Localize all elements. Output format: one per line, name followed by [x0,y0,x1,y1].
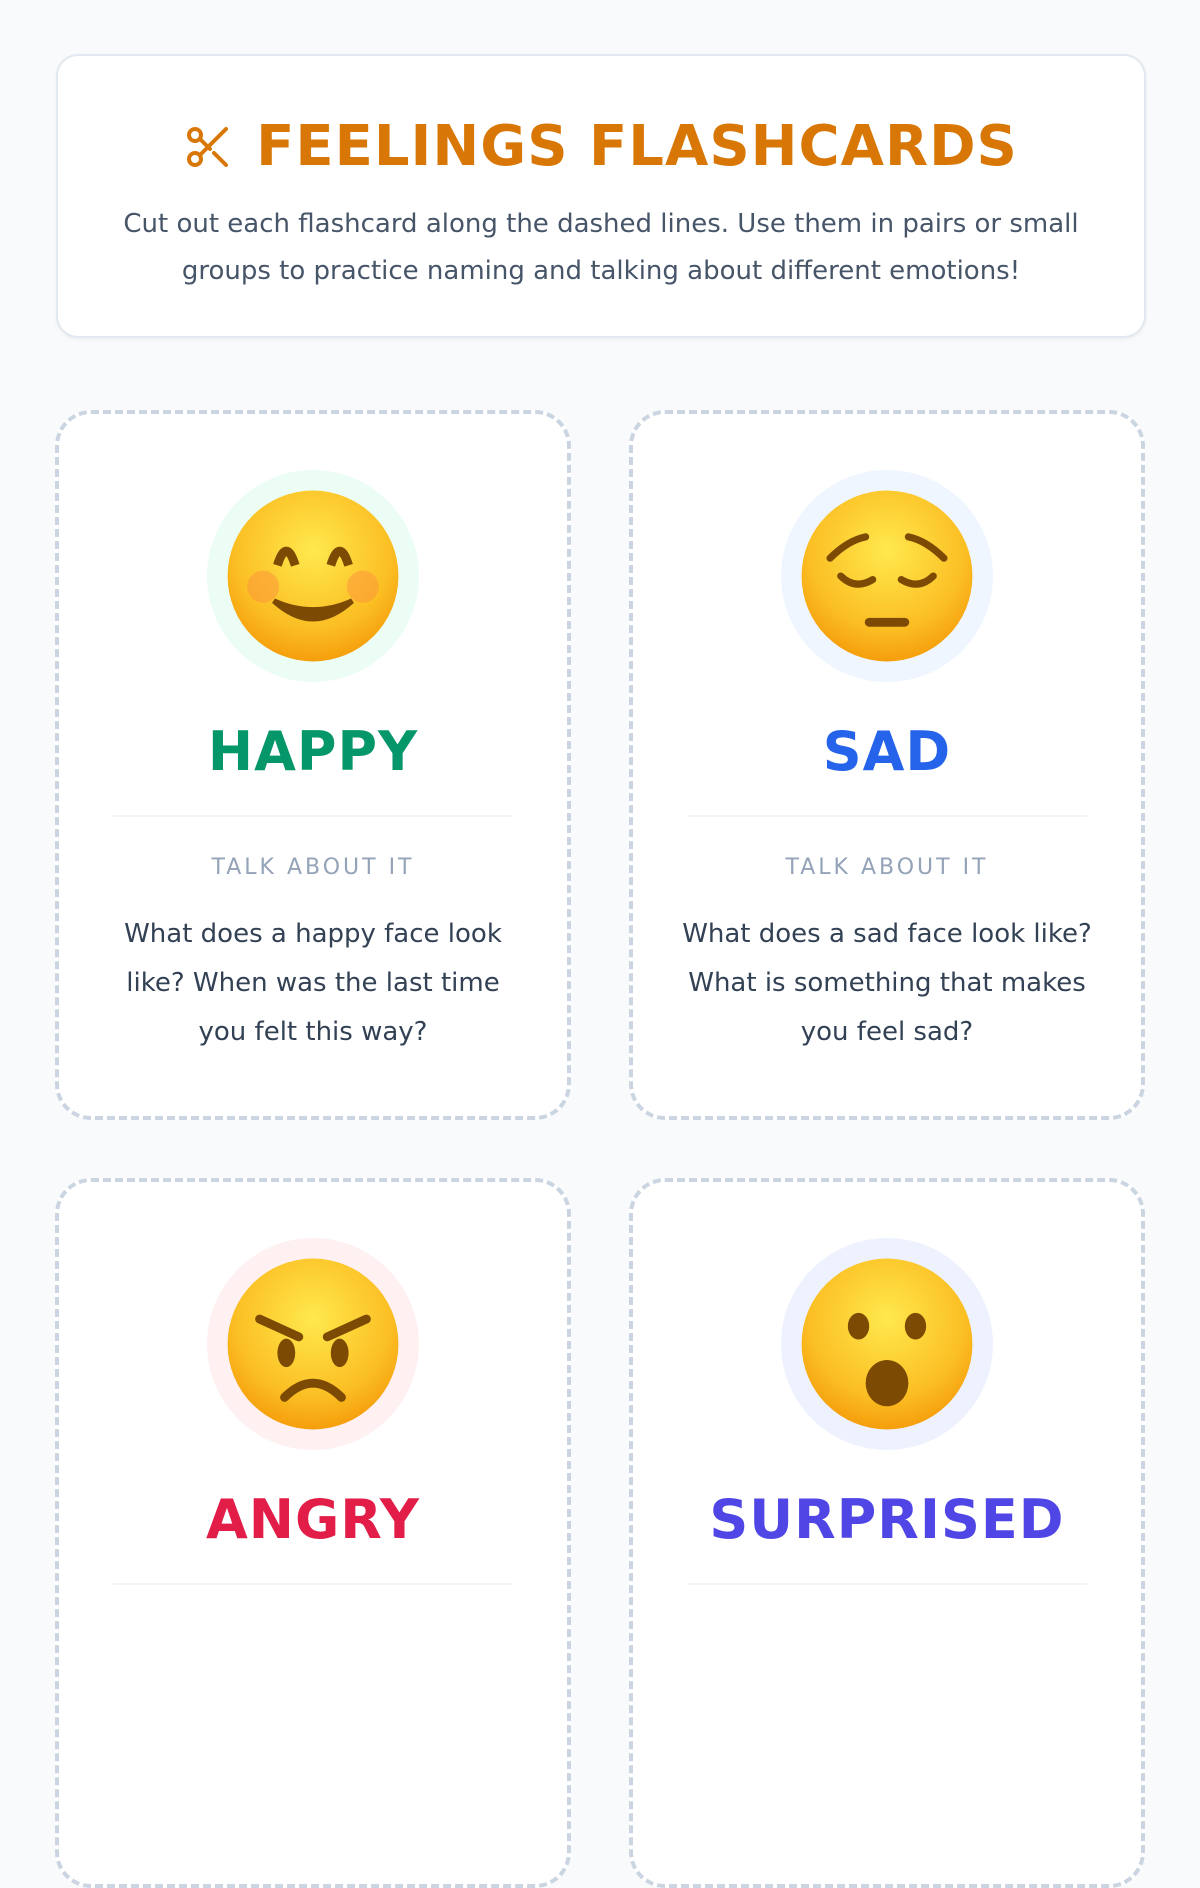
talk-prompt: What does a sad face look like? What is … [682,919,1092,1047]
surprised-face-icon [801,1258,973,1430]
scissors-icon [187,126,229,167]
flashcard-surprised: SURPRISED [629,1178,1145,1888]
emoji-halo [207,1238,419,1450]
emoji-halo [781,1238,993,1450]
emoji-halo [781,470,993,682]
flashcard-angry: ANGRY [55,1178,571,1888]
instructions: Cut out each flashcard along the dashed … [123,209,1079,286]
flashcard-sad: SAD TALK ABOUT IT What does a sad face l… [629,410,1145,1120]
talk-prompt: What does a happy face look like? When w… [124,919,502,1047]
emotion-name: SAD [822,720,952,783]
divider [687,815,1087,817]
page-title: FEELINGS FLASHCARDS [58,114,1144,179]
flashcard-happy: HAPPY TALK ABOUT IT What does a happy fa… [55,410,571,1120]
divider [113,1583,513,1585]
emotion-name: SURPRISED [709,1488,1065,1551]
title-text: FEELINGS FLASHCARDS [256,114,1018,179]
divider [687,1583,1087,1585]
angry-face-icon [227,1258,399,1430]
talk-label: TALK ABOUT IT [211,855,415,880]
emotion-name: HAPPY [207,720,419,783]
smiling-face-icon [227,490,399,662]
talk-label: TALK ABOUT IT [785,855,989,880]
header-card: FEELINGS FLASHCARDS Cut out each flashca… [56,54,1146,338]
divider [113,815,513,817]
emotion-name: ANGRY [205,1488,421,1551]
pensive-face-icon [801,490,973,662]
emoji-halo [207,470,419,682]
